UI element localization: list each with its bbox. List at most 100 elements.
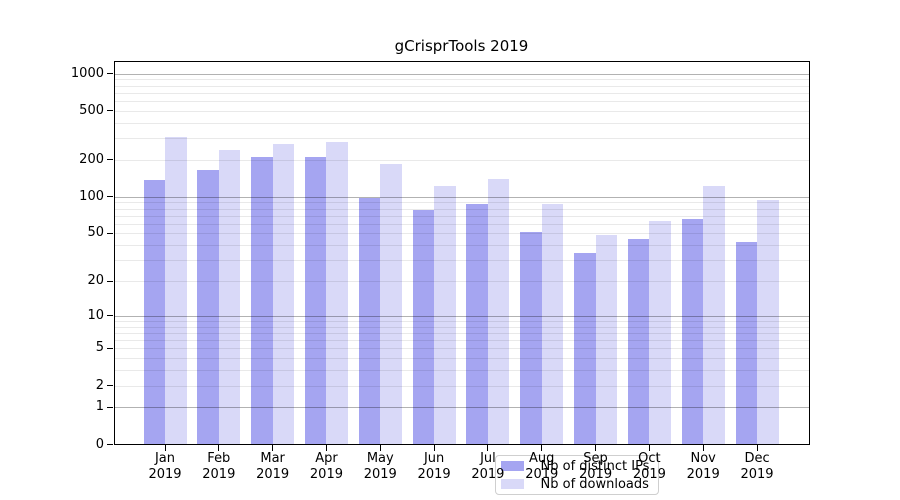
x-axis-label-aug: Aug 2019	[512, 451, 572, 483]
y-axis-tick-500	[107, 110, 113, 112]
x-axis-label-year: 2019	[309, 467, 343, 482]
minor-gridline-500	[114, 110, 809, 112]
bar-distinct-ips-may	[358, 197, 381, 444]
y-axis-label-2: 2	[95, 377, 104, 393]
bar-distinct-ips-sep	[574, 252, 596, 444]
x-axis-tick-feb	[218, 444, 220, 451]
y-axis-tick-5	[107, 347, 113, 349]
x-axis-label-month: Feb	[207, 451, 231, 466]
minor-gridline-600	[114, 101, 809, 103]
minor-gridline-400	[114, 122, 809, 124]
bar-downloads-feb	[218, 149, 241, 444]
x-axis-label-sep: Sep 2019	[566, 451, 626, 483]
minor-gridline-50	[114, 233, 809, 235]
minor-gridline-80	[114, 208, 809, 210]
x-axis-label-month: Jul	[480, 451, 496, 466]
x-axis-label-month: Oct	[638, 451, 661, 466]
bar-downloads-dec	[757, 199, 779, 444]
legend-item-downloads: Nb of downloads	[500, 478, 650, 491]
bar-distinct-ips-jan	[143, 179, 165, 444]
bar-distinct-ips-apr	[304, 156, 327, 444]
minor-gridline-40	[114, 245, 809, 247]
y-axis-tick-20	[107, 280, 113, 282]
x-axis-label-nov: Nov 2019	[673, 451, 733, 483]
x-axis-label-year: 2019	[525, 467, 559, 482]
bar-downloads-oct	[649, 221, 671, 444]
bar-distinct-ips-mar	[251, 156, 273, 444]
x-axis-tick-oct	[648, 444, 650, 451]
minor-gridline-90	[114, 202, 809, 204]
y-axis-label-5: 5	[95, 340, 104, 356]
bar-downloads-sep	[595, 234, 618, 444]
bar-downloads-jun	[434, 186, 456, 444]
y-axis-tick-50	[107, 232, 113, 234]
plot-area: Nb of distinct IPs Nb of downloads	[113, 61, 810, 495]
x-axis-label-month: Apr	[315, 451, 338, 466]
y-axis-tick-0	[107, 444, 113, 445]
x-axis-label-jun: Jun 2019	[404, 451, 464, 483]
x-axis-label-month: May	[366, 451, 394, 466]
x-axis-label-year: 2019	[417, 467, 451, 482]
bar-downloads-jul	[487, 178, 510, 444]
x-axis-tick-mar	[272, 444, 274, 451]
y-axis-tick-1000	[107, 73, 113, 75]
minor-gridline-4	[114, 358, 809, 360]
x-axis-label-year: 2019	[740, 467, 774, 482]
x-axis-label-year: 2019	[256, 467, 290, 482]
x-axis-label-year: 2019	[686, 467, 720, 482]
y-axis-label-20: 20	[87, 273, 104, 289]
y-axis-label-1000: 1000	[70, 65, 104, 81]
minor-gridline-6	[114, 340, 809, 342]
x-axis-tick-jan	[164, 444, 166, 451]
major-gridline-100	[114, 196, 809, 198]
x-axis-label-year: 2019	[363, 467, 397, 482]
minor-gridline-30	[114, 260, 809, 262]
bar-downloads-mar	[272, 143, 295, 444]
bar-downloads-may	[380, 164, 402, 444]
y-axis-label-50: 50	[87, 225, 104, 241]
minor-gridline-2	[114, 385, 809, 387]
x-axis-label-month: Aug	[529, 451, 555, 466]
x-axis-tick-apr	[325, 444, 327, 451]
bar-downloads-nov	[703, 185, 725, 444]
major-gridline-10	[114, 315, 809, 317]
x-axis-label-month: Nov	[690, 451, 716, 466]
x-axis-label-month: Jan	[154, 451, 176, 466]
legend-label-distinct-ips: Nb of distinct IPs	[540, 458, 650, 474]
x-axis-label-mar: Mar 2019	[243, 451, 303, 483]
major-gridline-1	[114, 407, 809, 409]
y-axis-tick-10	[107, 315, 113, 317]
y-axis-tick-200	[107, 159, 113, 161]
x-axis-label-dec: Dec 2019	[727, 451, 787, 483]
minor-gridline-8	[114, 326, 809, 328]
minor-gridline-7	[114, 332, 809, 334]
legend: Nb of distinct IPs Nb of downloads	[494, 455, 659, 495]
x-axis-label-jan: Jan 2019	[135, 451, 195, 483]
y-axis-label-200: 200	[79, 151, 104, 167]
minor-gridline-3	[114, 370, 809, 372]
minor-gridline-200	[114, 159, 809, 161]
legend-swatch-distinct-ips	[500, 460, 524, 472]
x-axis-label-year: 2019	[632, 467, 666, 482]
y-axis-label-500: 500	[79, 102, 104, 118]
x-axis-label-month: Dec	[744, 451, 770, 466]
legend-item-distinct-ips: Nb of distinct IPs	[500, 458, 650, 474]
x-axis-label-month: Jun	[423, 451, 445, 466]
minor-gridline-9	[114, 320, 809, 322]
x-axis-tick-nov	[702, 444, 704, 451]
x-axis-tick-sep	[595, 444, 597, 451]
y-axis-tick-2	[107, 385, 113, 387]
minor-gridline-800	[114, 85, 809, 87]
x-axis-label-apr: Apr 2019	[296, 451, 356, 483]
x-axis-label-year: 2019	[579, 467, 613, 482]
x-axis-label-may: May 2019	[350, 451, 410, 483]
bar-distinct-ips-nov	[681, 219, 704, 444]
minor-gridline-700	[114, 92, 809, 94]
x-axis-tick-aug	[541, 444, 543, 451]
legend-swatch-downloads	[500, 478, 524, 490]
x-axis-label-year: 2019	[471, 467, 505, 482]
bar-downloads-jan	[165, 136, 187, 444]
y-axis-label-100: 100	[79, 188, 104, 204]
bar-distinct-ips-jul	[466, 203, 488, 444]
